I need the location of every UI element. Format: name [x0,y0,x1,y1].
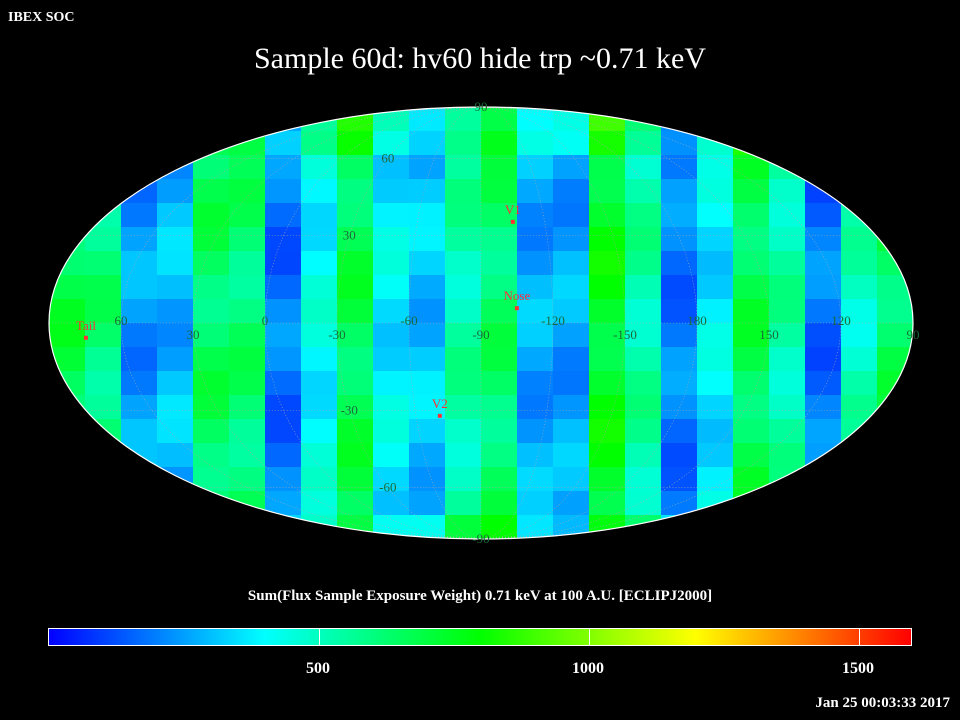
longitude-label: -60 [400,313,417,328]
ibex-soc-tag: IBEX SOC [8,10,75,25]
longitude-label: 60 [115,313,128,328]
marker-v1: V1 [505,202,521,224]
colorbar-tick [319,629,320,645]
longitude-label: 0 [262,313,269,328]
timestamp: Jan 25 00:03:33 2017 [815,695,950,711]
marker-label: Nose [504,288,531,303]
colorbar-tick-label: 1000 [572,660,604,677]
longitude-label: -120 [541,313,565,328]
colorbar-title: Sum(Flux Sample Exposure Weight) 0.71 ke… [247,588,713,604]
colorbar-tick-label: 500 [306,660,330,677]
colorbar-tick [859,629,860,645]
marker-nose: Nose [504,288,531,311]
sky-map: 60 30 0 -30 -60 -90 -120 -150 180 150 120 90 90 60 30 -… [48,99,920,546]
latitude-label: -60 [379,480,396,495]
marker-tail: Tail [76,318,96,340]
marker-label: Tail [76,318,96,333]
latitude-label: 60 [381,150,394,165]
marker-label: V2 [432,396,448,411]
latitude-label: -30 [341,402,358,417]
latitude-label: -90 [472,531,489,546]
latitude-label: 90 [475,99,488,114]
longitude-label: 30 [187,327,200,342]
marker-label: V1 [505,202,521,217]
longitude-label: -150 [613,327,637,342]
longitude-label: -90 [472,327,489,342]
colorbar [48,628,912,646]
longitude-label: -30 [328,327,345,342]
colorbar-tick [589,629,590,645]
colorbar-tick-label: 1500 [842,660,874,677]
longitude-label: 180 [687,313,707,328]
latitude-label: 30 [343,228,356,243]
longitude-label: 150 [759,327,779,342]
longitude-label: 120 [831,313,851,328]
marker-v2: V2 [432,396,448,418]
longitude-label: 90 [907,327,920,342]
map-title: Sample 60d: hv60 hide trp ~0.71 keV [253,42,706,75]
